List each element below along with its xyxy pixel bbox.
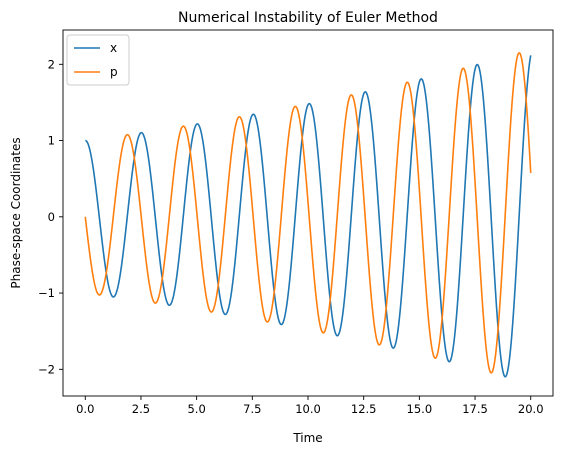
x-tick-label: 5.0 xyxy=(187,402,205,416)
y-tick-label: −1 xyxy=(38,286,55,300)
legend-box xyxy=(66,34,130,86)
y-tick-label: 1 xyxy=(48,134,55,148)
y-axis: −2 −1 0 1 2 xyxy=(38,57,63,376)
x-axis-label: Time xyxy=(292,431,322,445)
x-tick-label: 15.0 xyxy=(407,402,433,416)
x-tick-label: 12.5 xyxy=(351,402,377,416)
legend-label-x: x xyxy=(110,41,117,55)
series-line-x xyxy=(85,55,532,378)
legend: x p xyxy=(66,34,130,86)
y-tick-label: 0 xyxy=(48,210,55,224)
x-tick-label: 0.0 xyxy=(76,402,94,416)
x-tick-label: 10.0 xyxy=(295,402,321,416)
x-tick-label: 2.5 xyxy=(132,402,150,416)
x-axis: 0.0 2.5 5.0 7.5 10.0 12.5 15.0 17.5 20.0 xyxy=(76,396,544,416)
x-tick-label: 17.5 xyxy=(462,402,488,416)
y-axis-label: Phase-space Coordinates xyxy=(9,137,23,288)
series-line-p xyxy=(84,52,532,374)
legend-label-p: p xyxy=(110,65,118,79)
x-tick-label: 7.5 xyxy=(243,402,261,416)
y-tick-label: −2 xyxy=(38,362,55,376)
plot-lines xyxy=(84,52,532,378)
chart-title: Numerical Instability of Euler Method xyxy=(178,10,438,26)
x-tick-label: 20.0 xyxy=(518,402,544,416)
y-tick-label: 2 xyxy=(48,57,55,71)
